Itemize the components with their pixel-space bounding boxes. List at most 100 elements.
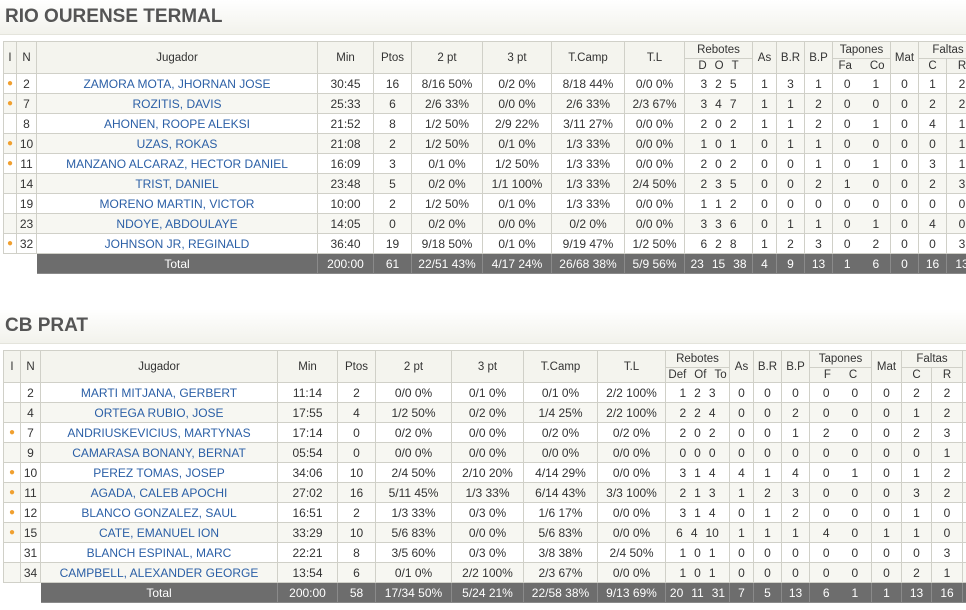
player-mat: 0	[871, 422, 902, 443]
player-mat: 0	[890, 193, 919, 214]
total-row: Total 200:00 58 17/34 50% 5/24 21% 22/58 38% 9…	[3, 582, 966, 603]
player-reb-tot: 4	[708, 465, 716, 480]
player-steals: 0	[776, 153, 805, 174]
total-blocks-favor: 6	[822, 585, 830, 600]
player-2pt: 0/2 0%	[411, 173, 483, 194]
player-minutes: 13:54	[277, 562, 338, 583]
player-name-link[interactable]: MARTI MITJANA, GERBERT	[40, 382, 278, 403]
player-row: ● 11 MANZANO ALCARAZ, HECTOR DANIEL 16:09 3 0…	[3, 153, 966, 174]
player-number: 2	[16, 73, 37, 94]
player-2pt: 5/11 45%	[375, 482, 452, 503]
player-name-link[interactable]: TRIST, DANIEL	[36, 173, 318, 194]
player-steals: 1	[776, 93, 805, 114]
player-name-link[interactable]: CAMPBELL, ALEXANDER GEORGE	[40, 562, 278, 583]
player-fouls-committed: 0	[918, 133, 947, 154]
player-reb-def: 3	[679, 505, 687, 520]
player-name-link[interactable]: AHONEN, ROOPE ALEKSI	[36, 113, 318, 134]
starter-indicator	[3, 402, 21, 423]
total-blocks-against: 1	[851, 585, 859, 600]
player-reb-tot: 5	[729, 76, 737, 91]
player-free-throws: 0/0 0%	[624, 213, 685, 234]
player-valuation: 1	[962, 442, 966, 463]
player-name-link[interactable]: ROZITIS, DAVIS	[36, 93, 318, 114]
player-name-link[interactable]: NDOYE, ABDOULAYE	[36, 213, 318, 234]
col-header-2pt: 2 pt	[411, 41, 483, 74]
player-name-link[interactable]: MORENO MARTIN, VICTOR	[36, 193, 318, 214]
player-reb-tot: 1	[708, 545, 716, 560]
player-name-link[interactable]: CATE, EMANUEL ION	[40, 522, 278, 543]
player-name-link[interactable]: ZAMORA MOTA, JHORNAN JOSE	[36, 73, 318, 94]
col-header-minutes: Min	[317, 41, 374, 74]
player-reb-def: 6	[700, 236, 708, 251]
player-name-link[interactable]: BLANCH ESPINAL, MARC	[40, 542, 278, 563]
player-name-link[interactable]: ANDRIUSKEVICIUS, MARTYNAS	[40, 422, 278, 443]
col-header-reb-tot: T	[731, 60, 739, 72]
player-points: 0	[337, 422, 376, 443]
player-row: 34 CAMPBELL, ALEXANDER GEORGE 13:54 6 0/1 0%…	[3, 562, 966, 583]
player-blocks-favor: 0	[843, 156, 851, 171]
player-free-throws: 0/0 0%	[624, 73, 685, 94]
player-reb-off: 1	[694, 505, 701, 520]
player-3pt: 0/3 0%	[451, 542, 524, 563]
player-3pt: 0/1 0%	[451, 382, 524, 403]
player-name-link[interactable]: PEREZ TOMAS, JOSEP	[40, 462, 278, 483]
player-blocks-against: 0	[872, 136, 880, 151]
player-fouls-received: 0	[930, 522, 964, 543]
player-minutes: 10:00	[317, 193, 374, 214]
player-free-throws: 2/2 100%	[597, 382, 666, 403]
total-reb-def: 20	[669, 585, 684, 600]
starter-dot-icon: ●	[3, 93, 17, 114]
player-free-throws: 2/4 50%	[624, 173, 685, 194]
player-name-link[interactable]: UZAS, ROKAS	[36, 133, 318, 154]
player-row: 19 MORENO MARTIN, VICTOR 10:00 2 1/2 50% 0/1 …	[3, 193, 966, 214]
player-fouls-received: 2	[930, 402, 964, 423]
col-group-fouls: Faltas	[900, 350, 964, 368]
player-reb-tot: 10	[705, 525, 719, 540]
col-header-turnovers: B.P	[804, 41, 833, 74]
player-turnovers: 1	[781, 422, 810, 443]
total-label: Total	[40, 582, 278, 603]
col-header-steals: B.R	[753, 350, 782, 383]
player-rebounds: 6 4 10	[665, 522, 730, 543]
player-field-goals: 1/3 33%	[551, 173, 625, 194]
player-reb-off: 0	[694, 545, 701, 560]
player-2pt: 5/6 83%	[375, 522, 452, 543]
player-valuation: -1	[962, 502, 966, 523]
player-free-throws: 0/0 0%	[597, 462, 666, 483]
player-name-link[interactable]: JOHNSON JR, REGINALD	[36, 233, 318, 254]
col-header-reb-def: Def	[668, 369, 687, 381]
player-name-link[interactable]: MANZANO ALCARAZ, HECTOR DANIEL	[36, 153, 318, 174]
total-3pt: 5/24 21%	[451, 582, 524, 603]
player-name-link[interactable]: AGADA, CALEB APOCHI	[40, 482, 278, 503]
player-blocks-favor: 0	[843, 76, 851, 91]
player-reb-def: 6	[676, 525, 683, 540]
player-blocks-favor: 0	[822, 545, 830, 560]
total-assists: 7	[729, 582, 754, 603]
player-blocks-against: 0	[851, 485, 859, 500]
player-fouls-received: 2	[930, 462, 964, 483]
player-name-link[interactable]: CAMARASA BONANY, BERNAT	[40, 442, 278, 463]
player-free-throws: 0/0 0%	[597, 562, 666, 583]
col-header-3pt: 3 pt	[482, 41, 552, 74]
player-name-link[interactable]: ORTEGA RUBIO, JOSE	[40, 402, 278, 423]
player-blocks-favor: 4	[822, 525, 830, 540]
player-name-link[interactable]: BLANCO GONZALEZ, SAUL	[40, 502, 278, 523]
player-steals: 2	[776, 233, 805, 254]
player-number: 8	[16, 113, 37, 134]
player-blocks-favor: 0	[843, 216, 851, 231]
player-reb-tot: 7	[729, 96, 737, 111]
player-blocks-favor: 0	[822, 485, 830, 500]
player-steals: 0	[753, 402, 782, 423]
player-mat: 0	[871, 482, 902, 503]
player-3pt: 0/3 0%	[451, 502, 524, 523]
player-points: 8	[337, 542, 376, 563]
player-blocks-favor: 0	[822, 405, 830, 420]
player-blocks-against: 0	[851, 505, 859, 520]
col-header-fouls-committed: C	[901, 367, 932, 383]
col-header-turnovers: B.P	[781, 350, 810, 383]
player-fouls-committed: 4	[918, 113, 947, 134]
